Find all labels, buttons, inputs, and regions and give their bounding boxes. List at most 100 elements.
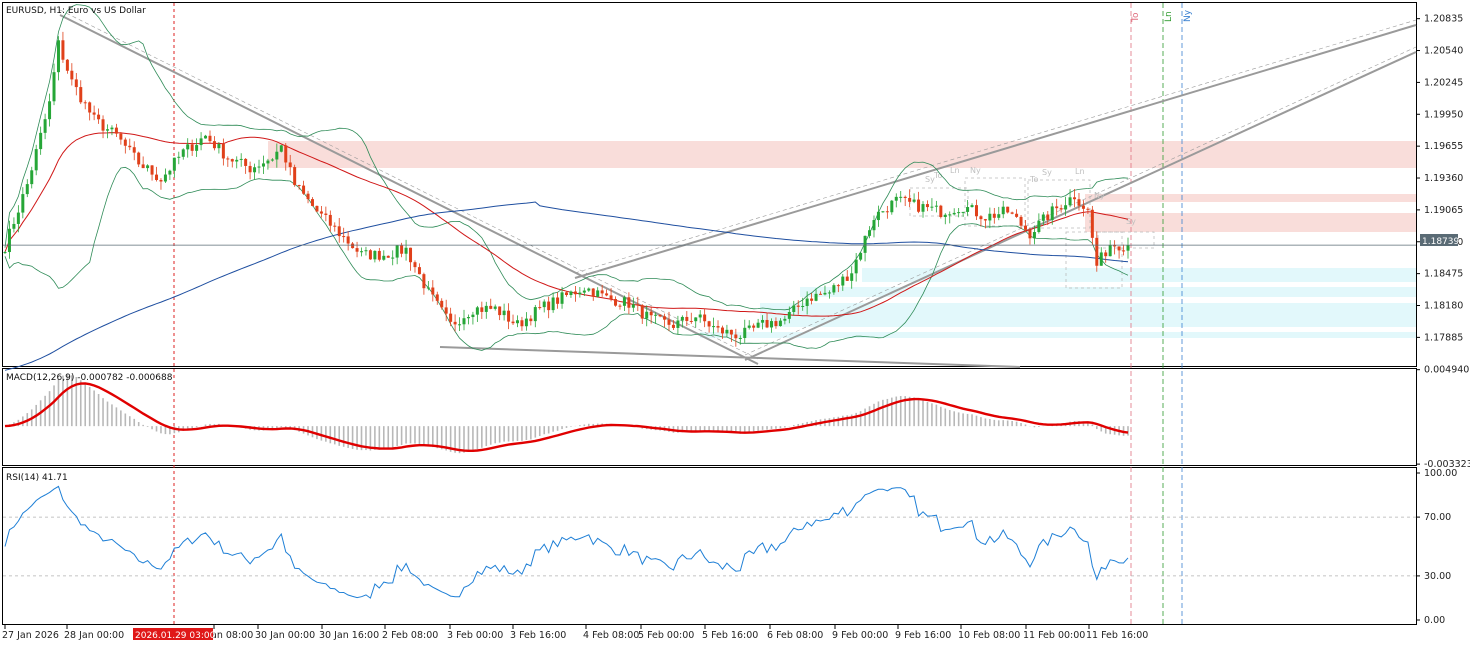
candle-body bbox=[1037, 220, 1041, 233]
candle-body bbox=[876, 211, 880, 221]
x-tick-label: 5 Feb 00:00 bbox=[638, 630, 694, 641]
y-tick-label: 1.20245 bbox=[1424, 77, 1463, 88]
candle-body bbox=[908, 197, 912, 202]
candle-body bbox=[912, 199, 916, 202]
candle-body bbox=[533, 307, 537, 322]
macd-pane[interactable] bbox=[2, 368, 1417, 466]
candle-body bbox=[917, 199, 921, 212]
candle-body bbox=[400, 245, 404, 254]
candle-body bbox=[1073, 197, 1077, 200]
candle-body bbox=[466, 317, 470, 319]
candle-body bbox=[605, 293, 609, 296]
candle-body bbox=[141, 164, 145, 169]
candle-body bbox=[569, 291, 573, 296]
candle-body bbox=[417, 267, 421, 275]
candle-body bbox=[698, 314, 702, 318]
candle-body bbox=[885, 211, 889, 213]
candle-body bbox=[582, 290, 586, 293]
candle-body bbox=[1046, 214, 1050, 220]
candle-body bbox=[974, 205, 978, 217]
candle-body bbox=[16, 212, 20, 224]
candle-body bbox=[854, 259, 858, 274]
candle-body bbox=[56, 40, 60, 73]
y-tick-label: 1.19950 bbox=[1424, 109, 1463, 120]
candle-body bbox=[248, 165, 252, 173]
candle-body bbox=[614, 299, 618, 306]
candle-body bbox=[230, 159, 234, 162]
x-tick-label: 28 Jan 00:00 bbox=[64, 630, 124, 641]
x-tick-label: 30 Jan 00:00 bbox=[255, 630, 315, 641]
rsi-tick-label: 70.00 bbox=[1424, 512, 1451, 523]
candle-body bbox=[738, 337, 742, 339]
ma-blue bbox=[4, 201, 1129, 371]
candle-body bbox=[1015, 213, 1019, 217]
candle-body bbox=[48, 101, 52, 120]
candle-body bbox=[810, 298, 814, 301]
candle-body bbox=[756, 322, 760, 328]
rsi-pane[interactable] bbox=[2, 467, 1417, 625]
candle-body bbox=[970, 205, 974, 208]
candle-body bbox=[101, 119, 105, 131]
candle-body bbox=[587, 288, 591, 291]
candle-body bbox=[992, 213, 996, 218]
x-tick-label: 11 Feb 00:00 bbox=[1023, 630, 1085, 641]
candle-body bbox=[1010, 212, 1014, 214]
candle-body bbox=[551, 297, 555, 311]
candle-body bbox=[221, 143, 225, 159]
candle-body bbox=[413, 262, 417, 268]
x-tick-label: 4 Feb 08:00 bbox=[583, 630, 639, 641]
candle-body bbox=[1055, 206, 1059, 209]
candle-body bbox=[872, 220, 876, 231]
candle-body bbox=[524, 318, 528, 327]
candle-body bbox=[591, 288, 595, 297]
trendline-up-2 bbox=[744, 51, 1417, 361]
session-box-label: Sy bbox=[925, 175, 935, 184]
candle-body bbox=[489, 305, 493, 309]
candle-body bbox=[966, 207, 970, 212]
y-tick-label: 1.19065 bbox=[1424, 205, 1463, 216]
candle-body bbox=[627, 297, 631, 308]
y-tick-label: 1.19360 bbox=[1424, 173, 1463, 184]
session-box-label: Ny bbox=[970, 166, 981, 175]
candle-body bbox=[667, 319, 671, 325]
candle-body bbox=[1064, 205, 1068, 210]
y-tick-label: 1.20835 bbox=[1424, 14, 1463, 25]
candle-body bbox=[324, 213, 328, 215]
candle-body bbox=[547, 301, 551, 311]
session-box-label: Ny bbox=[1094, 191, 1105, 200]
candle-body bbox=[948, 214, 952, 216]
candle-body bbox=[743, 327, 747, 338]
candle-body bbox=[903, 196, 907, 198]
trendline-up-1-channel bbox=[574, 19, 1417, 274]
candle-body bbox=[565, 292, 568, 296]
trendline-down bbox=[59, 14, 759, 365]
resistance-zone-3 bbox=[1085, 213, 1416, 232]
candle-body bbox=[868, 230, 872, 236]
session-box bbox=[1027, 179, 1091, 229]
candle-body bbox=[195, 145, 199, 151]
session-box-label: To bbox=[1029, 175, 1039, 184]
candle-body bbox=[1077, 199, 1081, 206]
candle-body bbox=[752, 325, 756, 328]
candle-body bbox=[774, 321, 778, 327]
candle-body bbox=[783, 318, 787, 321]
candle-body bbox=[1117, 246, 1121, 251]
candle-body bbox=[1086, 208, 1090, 210]
candle-body bbox=[493, 306, 497, 309]
candle-body bbox=[34, 149, 38, 171]
crosshair-time-badge bbox=[133, 628, 213, 640]
macd-tick-label: 0.004940 bbox=[1424, 365, 1469, 376]
candle-body bbox=[480, 307, 484, 312]
candle-body bbox=[484, 305, 488, 312]
x-tick-label: 6 Feb 08:00 bbox=[767, 630, 823, 641]
candle-body bbox=[952, 212, 956, 215]
candle-body bbox=[1095, 237, 1099, 266]
candle-body bbox=[685, 316, 689, 321]
candle-body bbox=[97, 114, 101, 120]
candle-body bbox=[1104, 252, 1108, 257]
candle-body bbox=[1006, 206, 1010, 213]
main-pane[interactable] bbox=[2, 2, 1417, 367]
candle-body bbox=[649, 311, 653, 316]
